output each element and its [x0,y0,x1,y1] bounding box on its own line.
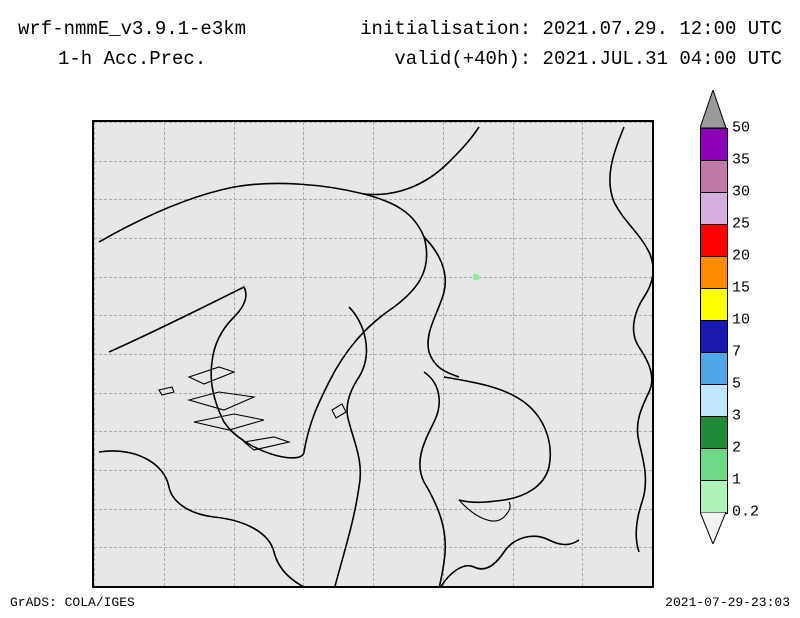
header-left-block: wrf-nmmE_v3.9.1-e3km 1-h Acc.Prec. [18,14,246,74]
colorbar-segment-3-5 [700,384,728,418]
colorbar-label-25: 25 [732,216,750,233]
colorbar-segment-2-3 [700,416,728,450]
header-right-block: initialisation: 2021.07.29. 12:00 UTC va… [360,14,782,74]
colorbar-label-15: 15 [732,280,750,297]
colorbar-segment-1-2 [700,448,728,482]
map-container[interactable]: 45.5N 45N 44.5N 44N 43.5N 43N 42.5N 42N … [92,120,654,588]
colorbar-segment-35-50 [700,128,728,162]
colorbar-label-35: 35 [732,152,750,169]
colorbar-label-1: 1 [732,472,741,489]
colorbar[interactable]: 50 35 30 25 20 15 10 7 5 3 2 1 0.2 [690,128,780,550]
colorbar-label-2: 2 [732,440,741,457]
valid-time-label: valid(+40h): 2021.JUL.31 04:00 UTC [360,44,782,74]
init-time-label: initialisation: 2021.07.29. 12:00 UTC [360,14,782,44]
colorbar-label-10: 10 [732,312,750,329]
colorbar-label-3: 3 [732,408,741,425]
colorbar-segment-5-7 [700,352,728,386]
colorbar-label-50: 50 [732,120,750,137]
map-plot-area[interactable]: 45.5N 45N 44.5N 44N 43.5N 43N 42.5N 42N … [92,120,654,588]
model-title: wrf-nmmE_v3.9.1-e3km [18,14,246,44]
model-subtitle: 1-h Acc.Prec. [58,44,246,74]
weather-map-root: wrf-nmmE_v3.9.1-e3km 1-h Acc.Prec. initi… [0,0,800,618]
grads-credit-label: GrADS: COLA/IGES [10,595,135,610]
colorbar-label-5: 5 [732,376,741,393]
colorbar-segment-25-30 [700,192,728,226]
colorbar-segment-7-10 [700,320,728,354]
colorbar-label-20: 20 [732,248,750,265]
colorbar-segment-10-15 [700,288,728,322]
colorbar-segment-0.2-1 [700,480,728,514]
colorbar-segment-20-25 [700,224,728,258]
timestamp-label: 2021-07-29-23:03 [665,595,790,610]
colorbar-segment-15-20 [700,256,728,290]
colorbar-bottom-arrow [700,512,746,544]
colorbar-label-30: 30 [732,184,750,201]
country-border-overlay [94,122,654,588]
grid-line-v [652,122,653,586]
colorbar-label-7: 7 [732,344,741,361]
colorbar-segment-30-35 [700,160,728,194]
grid-line-h [94,586,652,587]
